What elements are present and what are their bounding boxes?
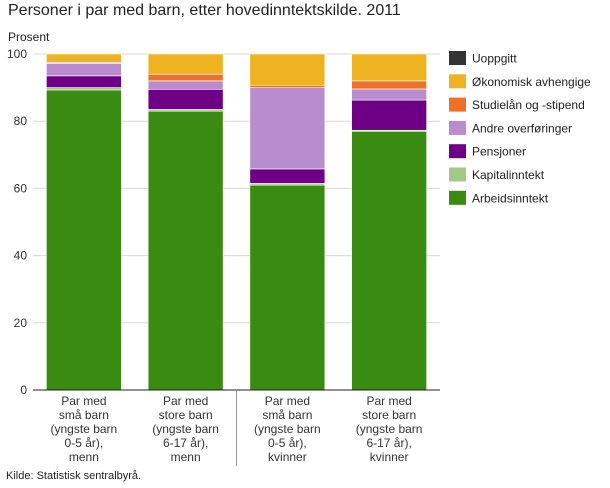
category-label: menn [69,450,99,464]
bar-segment [249,184,326,391]
legend: Uoppgitt Økonomisk avhengige Studielån og … [449,51,591,205]
legend-swatch [449,144,466,159]
legend-label: Pensjoner [472,145,526,159]
legend-label: Uoppgitt [472,52,517,66]
category-label: Par med [163,394,208,408]
y-tick-label: 0 [20,383,27,397]
category-label: store barn [159,408,213,422]
y-tick-label: 80 [14,114,28,128]
y-tick-label: 40 [14,249,28,263]
chart-title: Personer i par med barn, etter hovedinnt… [8,2,401,19]
y-axis-unit: Prosent [8,30,50,44]
bar-segment [249,53,326,86]
bar-segment [46,87,122,91]
category-label: Par med [366,394,411,408]
category-label: Par med [265,394,310,408]
category-label: kvinner [268,450,307,464]
bar-segment [46,75,122,88]
bar-segment [147,88,224,110]
bar-segment [147,73,224,82]
bar-segment [147,53,224,75]
category-label: små barn [59,408,109,422]
legend-label: Økonomisk avhengige [472,75,591,89]
category-label: (yngste barn [254,422,321,436]
legend-label: Andre overføringer [472,121,572,135]
bar-segment [249,87,326,170]
category-label: Par med [61,394,106,408]
category-label: 6-17 år), [163,436,208,450]
category-label: 6-17 år), [366,436,411,450]
bar-segment [351,130,427,391]
category-label: menn [171,450,201,464]
bar-segment [351,88,427,101]
legend-swatch [449,120,466,135]
bars [46,53,427,391]
axes [33,389,440,466]
category-label: (yngste barn [51,422,118,436]
legend-swatch [449,190,466,205]
source-note: Kilde: Statistisk sentralbyrå. [6,470,142,482]
legend-label: Kapitalinntekt [472,168,545,182]
bar-segment [249,168,326,184]
category-label: 0-5 år), [268,436,307,450]
category-label: små barn [262,408,312,422]
category-label: 0-5 år), [65,436,104,450]
y-tick-label: 100 [7,47,27,61]
y-tick-label: 20 [14,316,28,330]
category-label: (yngste barn [152,422,219,436]
bar-segment [147,80,224,90]
bar-segment [46,89,122,391]
legend-label: Studielån og -stipend [472,98,585,112]
bar-segment [46,53,122,63]
y-tick-label: 60 [14,181,28,195]
bar-segment [351,80,427,90]
bar-segment [147,110,224,391]
legend-swatch [449,167,466,182]
bar-segment [351,99,427,131]
category-label: kvinner [370,450,409,464]
bar-segment [46,63,122,77]
legend-swatch [449,51,466,65]
legend-swatch [449,74,466,89]
y-tick-labels: 0 20 40 60 80 100 [7,47,27,397]
legend-label: Arbeidsinntekt [472,191,549,205]
category-label: (yngste barn [356,422,423,436]
bar-segment [249,84,326,88]
bar-segment [351,53,427,82]
legend-swatch [449,97,466,112]
category-label: store barn [362,408,416,422]
